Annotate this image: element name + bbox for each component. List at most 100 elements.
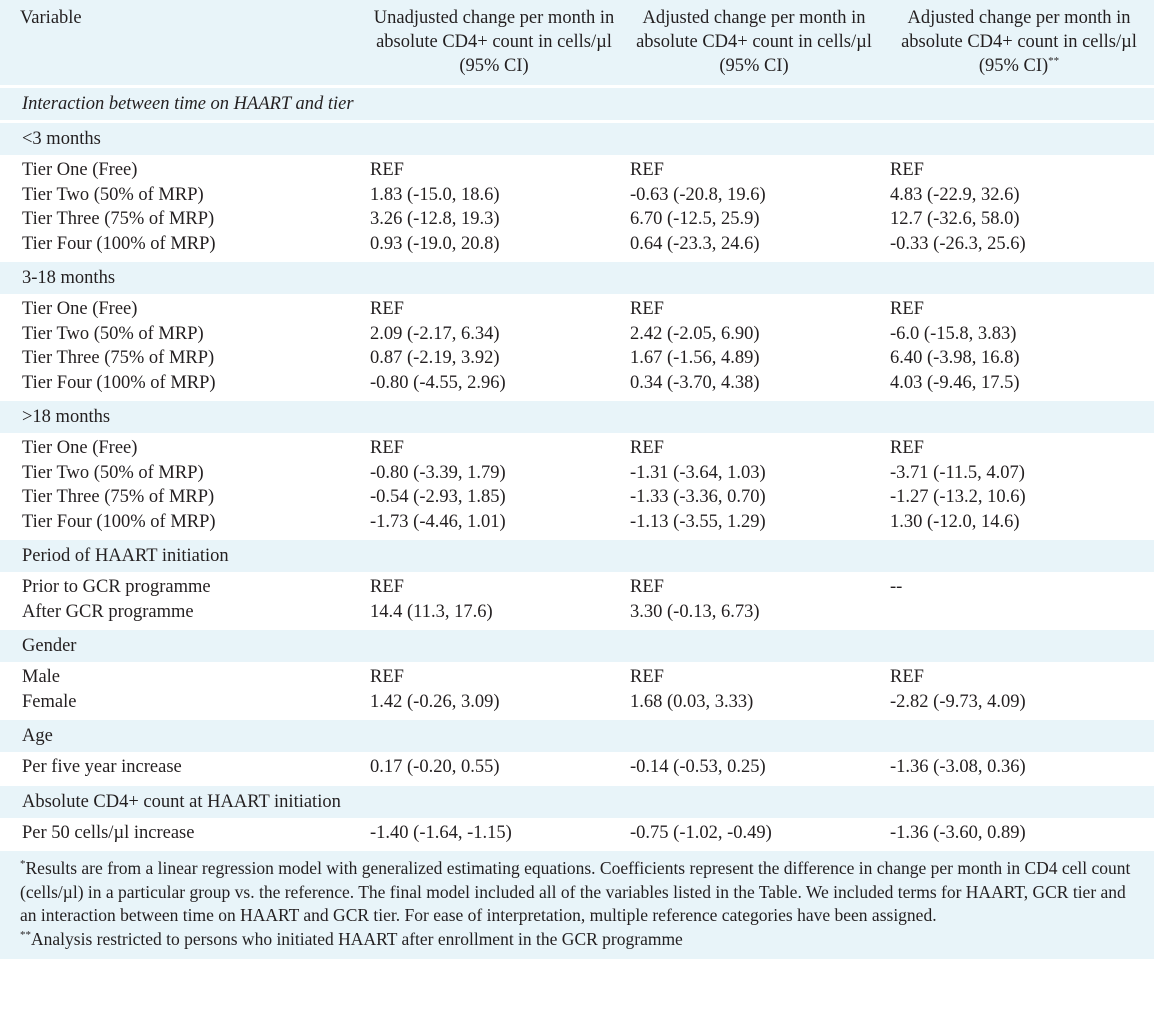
row-label: Female	[22, 691, 77, 712]
adjusted-restricted-value-cell: REF -3.71 (-11.5, 4.07) -1.27 (-13.2, 10.6…	[884, 433, 1154, 539]
adjusted-value: 6.70 (-12.5, 25.9)	[630, 209, 760, 229]
unadjusted-value: REF	[370, 299, 404, 319]
unadjusted-value: REF	[370, 160, 404, 180]
header-adjusted-restricted-text: Adjusted change per month in absolute CD…	[901, 8, 1137, 76]
adjusted-restricted-value: 4.03 (-9.46, 17.5)	[890, 372, 1020, 393]
section-title: 3-18 months	[0, 259, 1154, 294]
adjusted-value: 0.64 (-23.3, 24.6)	[630, 233, 760, 254]
unadjusted-value: -0.80 (-4.55, 2.96)	[370, 372, 506, 393]
adjusted-value: REF	[630, 438, 664, 458]
unadjusted-value-cell: REF 14.4 (11.3, 17.6)	[364, 572, 624, 629]
adjusted-value-cell: REF 2.42 (-2.05, 6.90) 1.67 (-1.56, 4.89) 0…	[624, 294, 884, 400]
section-body-row: Tier One (Free) Tier Two (50% of MRP) Tier…	[0, 155, 1154, 261]
interaction-title: Interaction between time on HAART and ti…	[0, 85, 1154, 122]
adjusted-restricted-value: -1.27 (-13.2, 10.6)	[890, 487, 1026, 507]
row-label: Per 50 cells/µl increase	[22, 822, 195, 843]
row-label-cell: Per five year increase	[0, 752, 364, 784]
unadjusted-value-cell: -1.40 (-1.64, -1.15)	[364, 817, 624, 850]
adjusted-restricted-value: -0.33 (-26.3, 25.6)	[890, 233, 1026, 254]
unadjusted-value: REF	[370, 438, 404, 458]
section-header-row: Gender	[0, 627, 1154, 662]
adjusted-restricted-value: 4.83 (-22.9, 32.6)	[890, 184, 1020, 205]
header-adjusted-restricted: Adjusted change per month in absolute CD…	[884, 0, 1154, 87]
section-title: Age	[0, 717, 1154, 752]
row-label: Tier Two (50% of MRP)	[22, 462, 204, 483]
table-header-row: Variable Unadjusted change per month in …	[0, 0, 1154, 87]
adjusted-restricted-value-cell: REF -6.0 (-15.8, 3.83) 6.40 (-3.98, 16.8) 4…	[884, 294, 1154, 400]
section-header-row: Age	[0, 717, 1154, 752]
section-title: Absolute CD4+ count at HAART initiation	[0, 782, 1154, 818]
section-body-row: Per 50 cells/µl increase -1.40 (-1.64, -1…	[0, 817, 1154, 850]
adjusted-restricted-value: 6.40 (-3.98, 16.8)	[890, 348, 1020, 368]
row-label: Tier One (Free)	[22, 160, 138, 180]
adjusted-restricted-value-cell: REF -2.82 (-9.73, 4.09)	[884, 662, 1154, 719]
unadjusted-value: 0.93 (-19.0, 20.8)	[370, 233, 500, 254]
header-unadjusted: Unadjusted change per month in absolute …	[364, 0, 624, 87]
section-title: <3 months	[0, 120, 1154, 155]
footnote-row: *Results are from a linear regression mo…	[0, 848, 1154, 959]
unadjusted-value-cell: REF 1.42 (-0.26, 3.09)	[364, 662, 624, 719]
adjusted-value-cell: -0.14 (-0.53, 0.25)	[624, 752, 884, 784]
interaction-section-row: Interaction between time on HAART and ti…	[0, 85, 1154, 122]
section-header-row: <3 months	[0, 120, 1154, 155]
adjusted-value-cell: -0.75 (-1.02, -0.49)	[624, 817, 884, 850]
unadjusted-value: 1.42 (-0.26, 3.09)	[370, 691, 500, 712]
adjusted-value: -0.14 (-0.53, 0.25)	[630, 757, 766, 777]
section-title: Gender	[0, 627, 1154, 662]
row-label: Tier Four (100% of MRP)	[22, 372, 216, 393]
adjusted-restricted-value-cell: REF 4.83 (-22.9, 32.6) 12.7 (-32.6, 58.0) -…	[884, 155, 1154, 261]
row-label: Male	[22, 667, 61, 687]
row-label: Per five year increase	[22, 757, 182, 777]
section-title: >18 months	[0, 398, 1154, 433]
adjusted-restricted-value: REF	[890, 667, 924, 687]
row-label: After GCR programme	[22, 601, 194, 622]
unadjusted-value: -0.80 (-3.39, 1.79)	[370, 462, 506, 483]
section-body-row: Prior to GCR programme After GCR programm…	[0, 572, 1154, 629]
adjusted-value: 2.42 (-2.05, 6.90)	[630, 323, 760, 344]
row-label: Tier Three (75% of MRP)	[22, 209, 215, 229]
adjusted-restricted-value: -3.71 (-11.5, 4.07)	[890, 462, 1025, 483]
adjusted-restricted-value: 1.30 (-12.0, 14.6)	[890, 511, 1020, 532]
adjusted-restricted-value-cell: --	[884, 572, 1154, 629]
unadjusted-value-cell: REF 1.83 (-15.0, 18.6) 3.26 (-12.8, 19.3) 0…	[364, 155, 624, 261]
unadjusted-value: -0.54 (-2.93, 1.85)	[370, 487, 506, 507]
adjusted-value: REF	[630, 667, 664, 687]
row-label: Tier Four (100% of MRP)	[22, 511, 216, 532]
unadjusted-value: -1.73 (-4.46, 1.01)	[370, 511, 506, 532]
unadjusted-value: REF	[370, 667, 404, 687]
row-label-cell: Male Female	[0, 662, 364, 719]
adjusted-value: 3.30 (-0.13, 6.73)	[630, 601, 760, 622]
row-label: Tier Two (50% of MRP)	[22, 323, 204, 344]
unadjusted-value-cell: REF 2.09 (-2.17, 6.34) 0.87 (-2.19, 3.92) -…	[364, 294, 624, 400]
adjusted-value: -1.33 (-3.36, 0.70)	[630, 487, 766, 507]
adjusted-value: 1.67 (-1.56, 4.89)	[630, 348, 760, 368]
adjusted-value: -1.13 (-3.55, 1.29)	[630, 511, 766, 532]
section-body-row: Male Female REF 1.42 (-0.26, 3.09) REF 1.68 (…	[0, 662, 1154, 719]
adjusted-restricted-value: --	[890, 577, 903, 597]
unadjusted-value: 2.09 (-2.17, 6.34)	[370, 323, 500, 344]
adjusted-restricted-value-cell: -1.36 (-3.60, 0.89)	[884, 817, 1154, 850]
unadjusted-value-cell: REF -0.80 (-3.39, 1.79) -0.54 (-2.93, 1.85…	[364, 433, 624, 539]
adjusted-restricted-value-cell: -1.36 (-3.08, 0.36)	[884, 752, 1154, 784]
section-header-row: Period of HAART initiation	[0, 537, 1154, 572]
section-header-row: Absolute CD4+ count at HAART initiation	[0, 782, 1154, 818]
row-label-cell: Tier One (Free) Tier Two (50% of MRP) Tier…	[0, 294, 364, 400]
unadjusted-value-cell: 0.17 (-0.20, 0.55)	[364, 752, 624, 784]
row-label-cell: Tier One (Free) Tier Two (50% of MRP) Tier…	[0, 155, 364, 261]
adjusted-restricted-value: REF	[890, 160, 924, 180]
adjusted-value: REF	[630, 577, 664, 597]
row-label-cell: Tier One (Free) Tier Two (50% of MRP) Tier…	[0, 433, 364, 539]
adjusted-value-cell: REF -0.63 (-20.8, 19.6) 6.70 (-12.5, 25.9)…	[624, 155, 884, 261]
unadjusted-value: 0.17 (-0.20, 0.55)	[370, 757, 500, 777]
header-variable: Variable	[0, 0, 364, 87]
row-label: Tier Two (50% of MRP)	[22, 184, 204, 205]
row-label: Tier One (Free)	[22, 299, 138, 319]
section-header-row: >18 months	[0, 398, 1154, 433]
cd4-change-table: Variable Unadjusted change per month in …	[0, 0, 1154, 959]
adjusted-value: REF	[630, 299, 664, 319]
adjusted-value: -1.31 (-3.64, 1.03)	[630, 462, 766, 483]
adjusted-restricted-value: 12.7 (-32.6, 58.0)	[890, 209, 1020, 229]
section-body-row: Tier One (Free) Tier Two (50% of MRP) Tier…	[0, 433, 1154, 539]
row-label: Tier Three (75% of MRP)	[22, 348, 215, 368]
